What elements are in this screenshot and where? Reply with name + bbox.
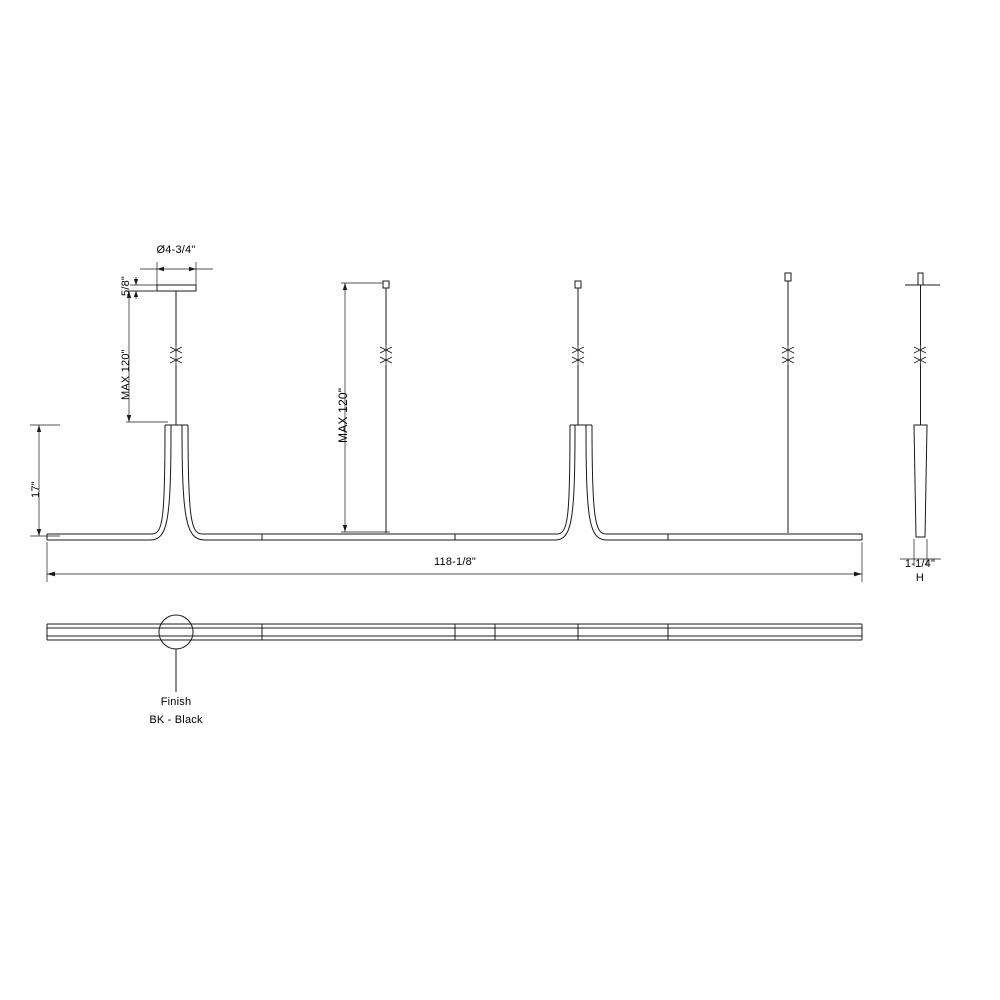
side-width-label: 1-1/4"	[904, 558, 936, 570]
max-drop-left-label: MAX 120"	[120, 349, 132, 400]
cable-adjuster-3	[571, 345, 585, 365]
overall-length-label: 118-1/8"	[434, 556, 476, 568]
overall-length-dimension	[46, 542, 863, 582]
canopy	[156, 284, 197, 300]
canopy-diameter-label: Ø4-3/4"	[156, 244, 196, 256]
fixture-height-dimension	[30, 424, 60, 537]
max-drop-mid-label: MAX 120"	[336, 387, 350, 443]
suspension-cable-3	[571, 280, 585, 425]
fixture-body-elevation	[46, 424, 863, 541]
side-width-note-label: H	[915, 572, 925, 584]
canopy-height-label: 5/8"	[120, 276, 132, 296]
plan-view	[46, 614, 863, 692]
cable-adjuster-1	[169, 345, 183, 365]
max-drop-left-dimension	[126, 290, 168, 423]
side-view	[900, 272, 941, 566]
suspension-cable-2	[379, 280, 393, 533]
suspension-cable-1	[169, 300, 183, 425]
max-drop-mid-dimension	[341, 282, 390, 533]
cable-adjuster-4	[781, 345, 795, 365]
fixture-height-label: 17"	[30, 481, 42, 498]
finish-label: Finish	[160, 696, 192, 708]
cable-adjuster-side	[913, 345, 927, 365]
suspension-cable-4	[781, 272, 795, 533]
finish-value: BK - Black	[149, 714, 203, 726]
canopy-height-dimension	[130, 277, 160, 299]
canopy-diameter-dimension	[140, 262, 213, 288]
cable-adjuster-2	[379, 345, 393, 365]
